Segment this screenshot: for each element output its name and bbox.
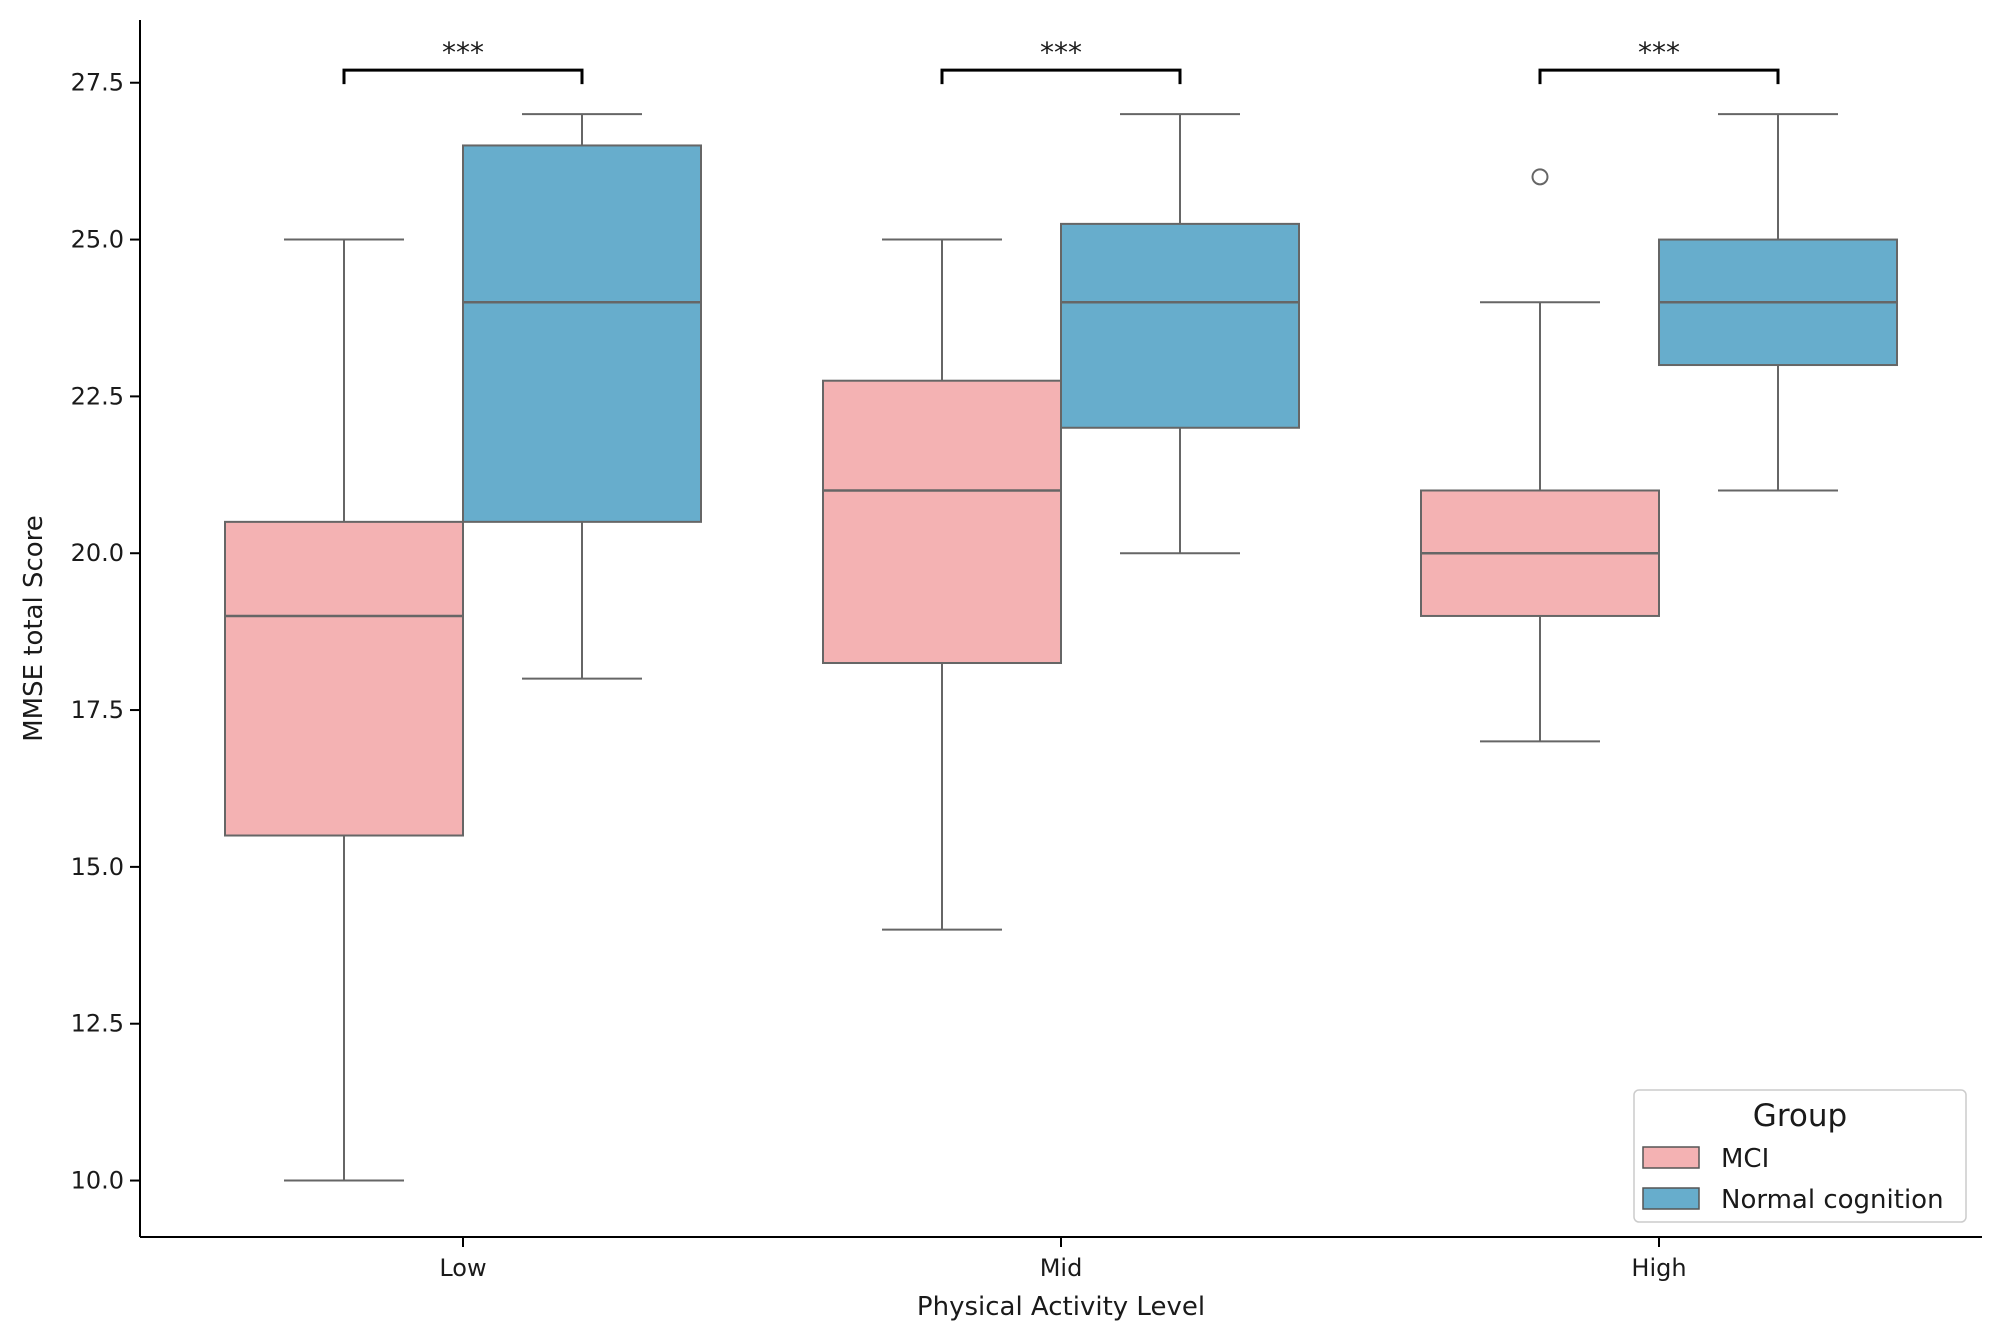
x-tick-label-high: High	[1631, 1254, 1686, 1282]
box-normal-cognition-low	[462, 144, 702, 523]
y-tick-layer: 10.0 12.5 15.0 17.5 20.0 22.5 25.0 27.5	[71, 69, 140, 1195]
legend-label-mci: MCI	[1721, 1144, 1769, 1174]
legend-label-normal-cognition: Normal cognition	[1721, 1185, 1944, 1215]
box-mci-mid	[822, 379, 1062, 665]
significance-bracket-mid	[940, 68, 1182, 85]
legend: Group MCI Normal cognition	[1633, 1089, 1967, 1223]
y-tick-label: 10.0	[71, 1167, 124, 1195]
legend-frame	[1633, 1089, 1967, 1223]
x-axis-label: Physical Activity Level	[917, 1292, 1205, 1322]
outlier-mci-high	[1531, 168, 1549, 186]
y-tick-label: 25.0	[71, 226, 124, 254]
y-axis-label: MMSE total Score	[19, 515, 49, 742]
significance-label-mid: ***	[1040, 36, 1082, 69]
box-mci-low	[224, 520, 464, 837]
y-tick-label: 27.5	[71, 69, 124, 97]
x-tick-label-mid: Mid	[1040, 1254, 1083, 1282]
significance-layer: *** *** ***	[342, 36, 1780, 85]
box-layer	[224, 113, 1898, 1182]
legend-swatch-mci	[1642, 1146, 1700, 1169]
significance-label-low: ***	[442, 36, 484, 69]
x-tick-label-low: Low	[439, 1254, 486, 1282]
significance-bracket-low	[342, 68, 584, 85]
y-tick-label: 12.5	[71, 1010, 124, 1038]
significance-label-high: ***	[1638, 36, 1680, 69]
y-tick-label: 17.5	[71, 696, 124, 724]
legend-swatch-normal-cognition	[1642, 1187, 1700, 1210]
box-normal-cognition-mid	[1060, 222, 1300, 429]
y-tick-label: 15.0	[71, 853, 124, 881]
legend-title: Group	[1753, 1098, 1847, 1134]
y-tick-label: 20.0	[71, 539, 124, 567]
y-tick-label: 22.5	[71, 382, 124, 410]
significance-bracket-high	[1538, 68, 1780, 85]
x-tick-layer: Low Mid High	[439, 1237, 1687, 1282]
